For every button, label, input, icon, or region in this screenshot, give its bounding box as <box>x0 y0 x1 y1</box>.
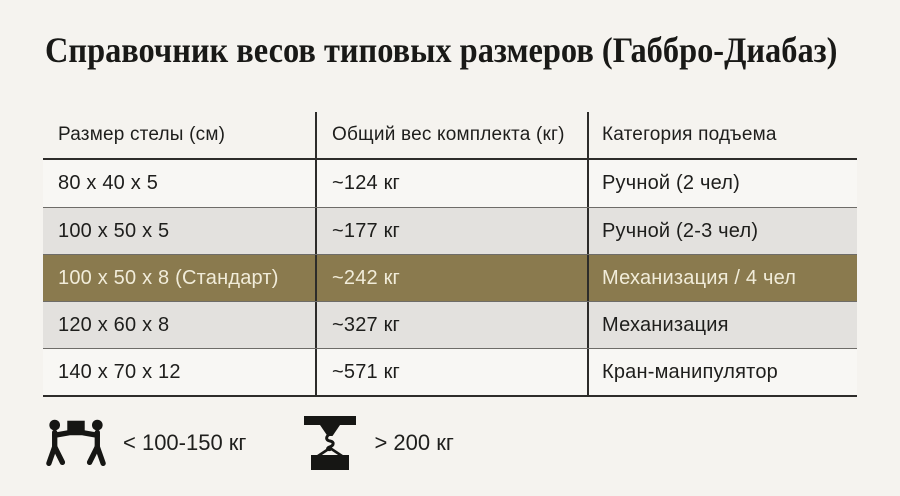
table-header-row: Размер стелы (см) Общий вес комплекта (к… <box>43 112 857 160</box>
cell-size: 100 x 50 x 8 (Стандарт) <box>58 266 279 289</box>
cell-weight: ~327 кг <box>315 302 587 348</box>
cell-size: 100 x 50 x 5 <box>58 219 170 242</box>
cell-category: Ручной (2-3 чел) <box>587 208 857 254</box>
cell-category: Кран-манипулятор <box>587 349 857 395</box>
two-people-carrying-icon <box>46 419 106 467</box>
cell-weight: ~177 кг <box>315 208 587 254</box>
cell-weight: ~242 кг <box>315 255 587 301</box>
legend: < 100-150 кг > 200 кг <box>45 414 454 472</box>
header-size-column: Размер стелы (см) <box>58 124 226 145</box>
cell-size: 80 x 40 x 5 <box>58 172 159 194</box>
table-row: 80 x 40 x 5 ~124 кг Ручной (2 чел) <box>43 160 857 207</box>
crane-hook-icon <box>304 416 357 470</box>
legend-label-crane: > 200 кг <box>374 430 454 455</box>
legend-item-crane-lift: > 200 кг <box>302 414 454 472</box>
table-row: 120 x 60 x 8 ~327 кг Механизация <box>43 301 857 348</box>
table-row-highlighted-standard: 100 x 50 x 8 (Стандарт) ~242 кг Механиза… <box>43 254 857 301</box>
cell-size: 140 x 70 x 12 <box>58 360 181 383</box>
header-category-column: Категория подъема <box>587 112 857 158</box>
cell-category: Механизация / 4 чел <box>587 255 857 301</box>
page-title: Справочник весов типовых размеров (Габбр… <box>45 30 838 70</box>
header-weight-column: Общий вес комплекта (кг) <box>315 112 587 158</box>
legend-label-manual: < 100-150 кг <box>123 430 247 455</box>
cell-category: Механизация <box>587 302 857 348</box>
table-row: 100 x 50 x 5 ~177 кг Ручной (2-3 чел) <box>43 207 857 254</box>
cell-weight: ~571 кг <box>315 349 587 395</box>
legend-item-manual-carry: < 100-150 кг <box>45 417 246 469</box>
weights-table: Размер стелы (см) Общий вес комплекта (к… <box>43 112 857 397</box>
cell-weight: ~124 кг <box>315 160 587 207</box>
cell-category: Ручной (2 чел) <box>587 160 857 207</box>
table-row: 140 x 70 x 12 ~571 кг Кран-манипулятор <box>43 348 857 395</box>
cell-size: 120 x 60 x 8 <box>58 313 170 336</box>
